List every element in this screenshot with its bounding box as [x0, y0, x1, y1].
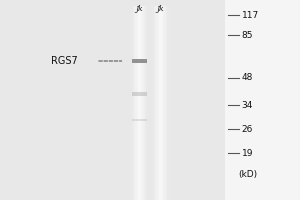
- Bar: [133, 119, 146, 121]
- Bar: [140, 6, 141, 200]
- Bar: [144, 6, 145, 200]
- Bar: [162, 6, 163, 200]
- Text: Jk: Jk: [157, 5, 164, 13]
- Text: Jk: Jk: [136, 5, 143, 13]
- Bar: [158, 6, 159, 200]
- Bar: [159, 6, 160, 200]
- Text: (kD): (kD): [238, 170, 258, 180]
- Text: 48: 48: [242, 73, 253, 82]
- Bar: [131, 6, 133, 200]
- Bar: [145, 6, 146, 200]
- Bar: [146, 6, 148, 200]
- Text: 19: 19: [242, 148, 253, 158]
- Text: 34: 34: [242, 100, 253, 110]
- Bar: [141, 6, 142, 200]
- Bar: [137, 6, 138, 200]
- Bar: [133, 6, 134, 200]
- Bar: [165, 6, 166, 200]
- Bar: [135, 6, 137, 200]
- Bar: [160, 6, 162, 200]
- Bar: [156, 6, 158, 200]
- Bar: [154, 6, 155, 200]
- Bar: [134, 6, 135, 200]
- Bar: [163, 6, 165, 200]
- Bar: [152, 6, 154, 200]
- Bar: [142, 6, 144, 200]
- Text: 117: 117: [242, 10, 259, 20]
- Text: 26: 26: [242, 124, 253, 134]
- Text: 85: 85: [242, 30, 253, 40]
- Text: RGS7: RGS7: [51, 56, 78, 66]
- Bar: [155, 6, 156, 200]
- Bar: [132, 59, 147, 63]
- Bar: [0, 0, 225, 200]
- Bar: [133, 92, 146, 96]
- Bar: [166, 6, 167, 200]
- Bar: [138, 6, 140, 200]
- Bar: [167, 6, 169, 200]
